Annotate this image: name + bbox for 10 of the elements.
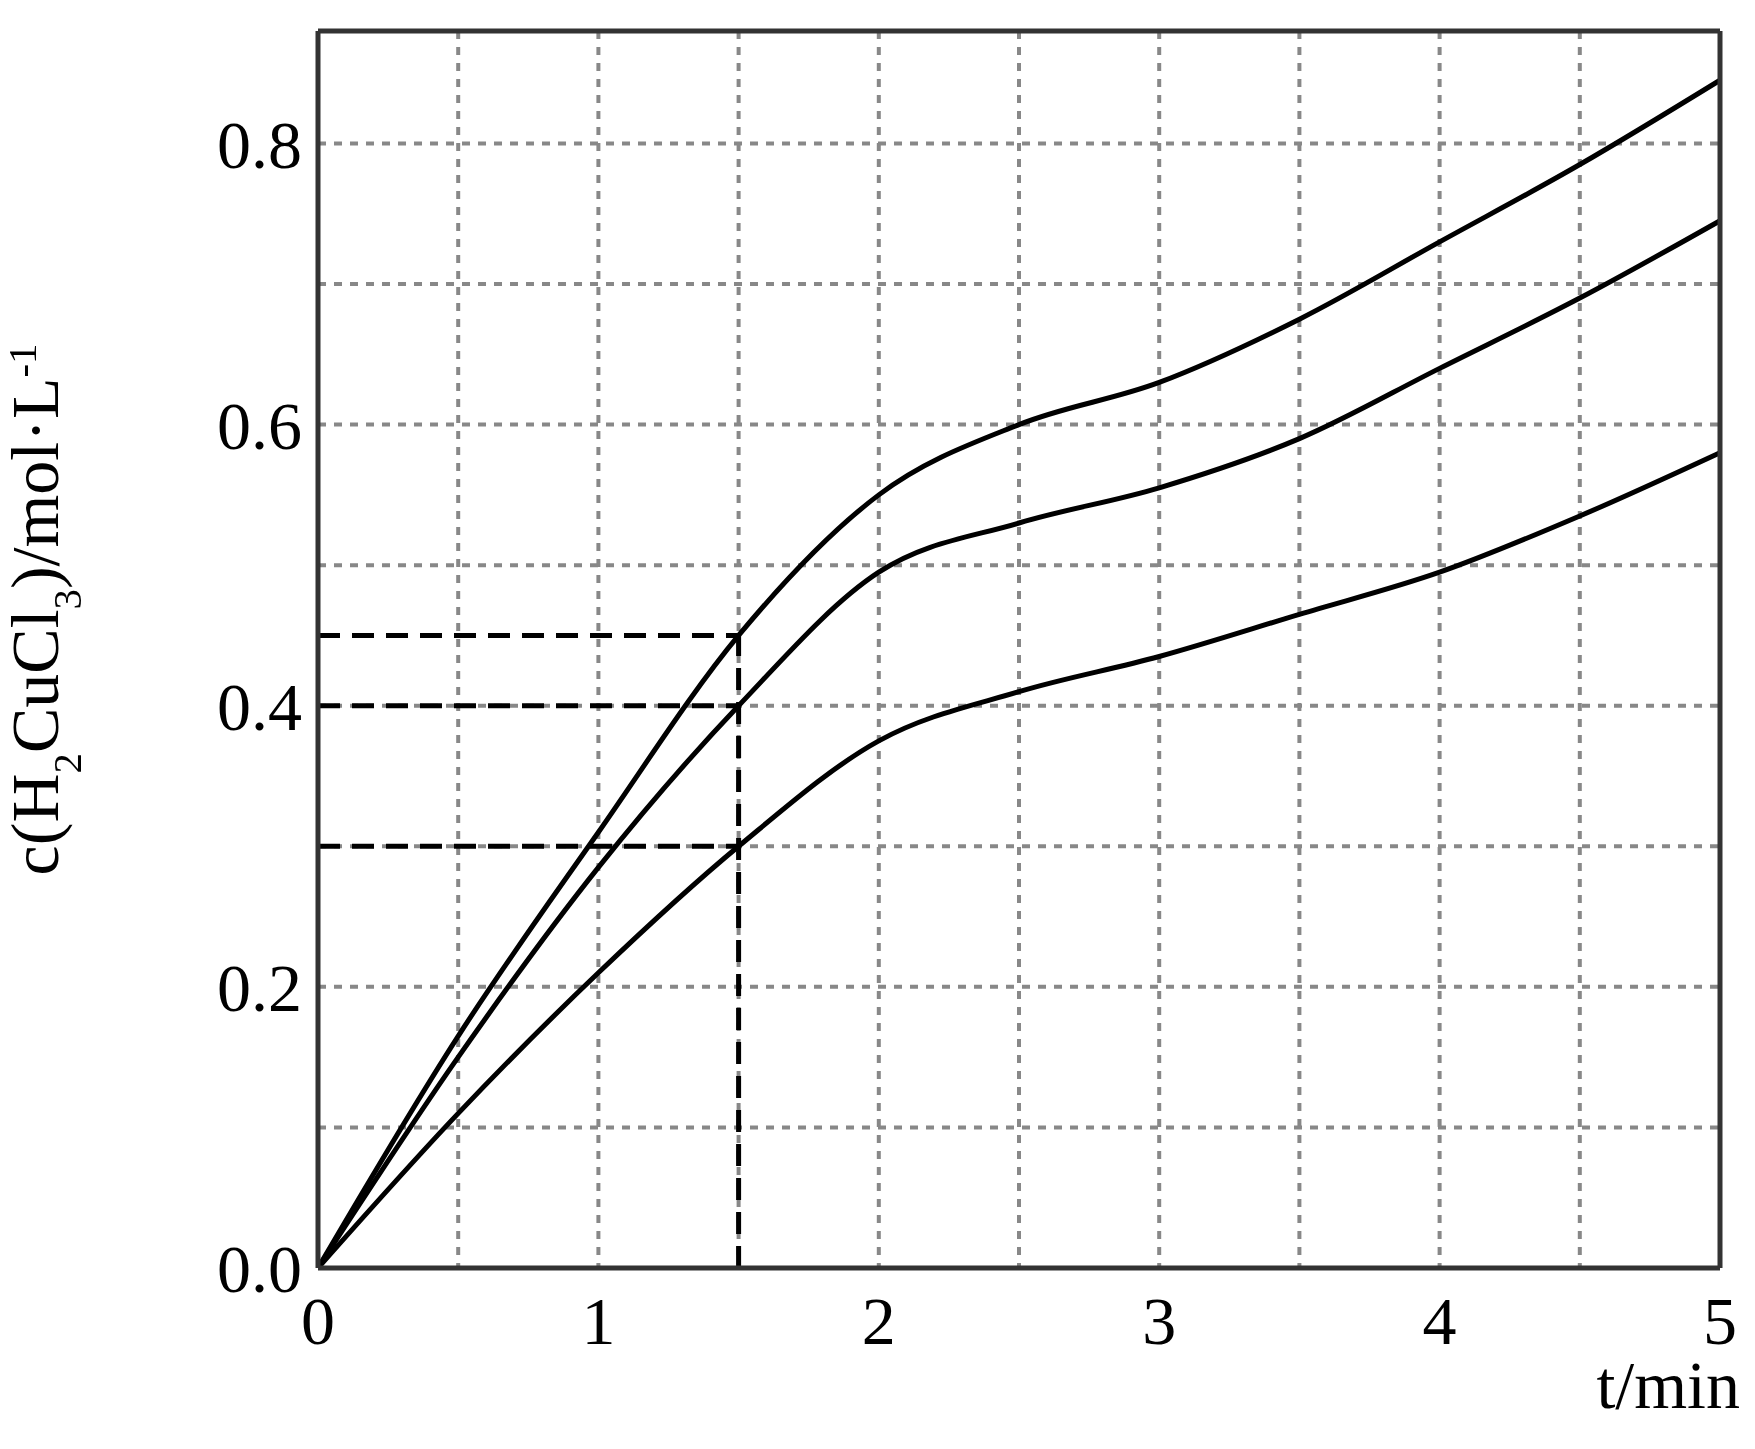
x-tick-label: 3 [1142, 1283, 1177, 1360]
x-tick-label: 1 [581, 1283, 616, 1360]
y-tick-label: 0.0 [217, 1231, 302, 1308]
x-tick-label: 0 [301, 1283, 335, 1360]
x-tick-label: 2 [861, 1283, 896, 1360]
y-tick-label: 0.8 [217, 106, 302, 183]
y-tick-label: 0.4 [217, 668, 302, 745]
y-tick-label: 0.2 [217, 950, 302, 1026]
x-tick-label: 4 [1422, 1283, 1457, 1360]
y-tick-label: 0.6 [217, 387, 302, 464]
